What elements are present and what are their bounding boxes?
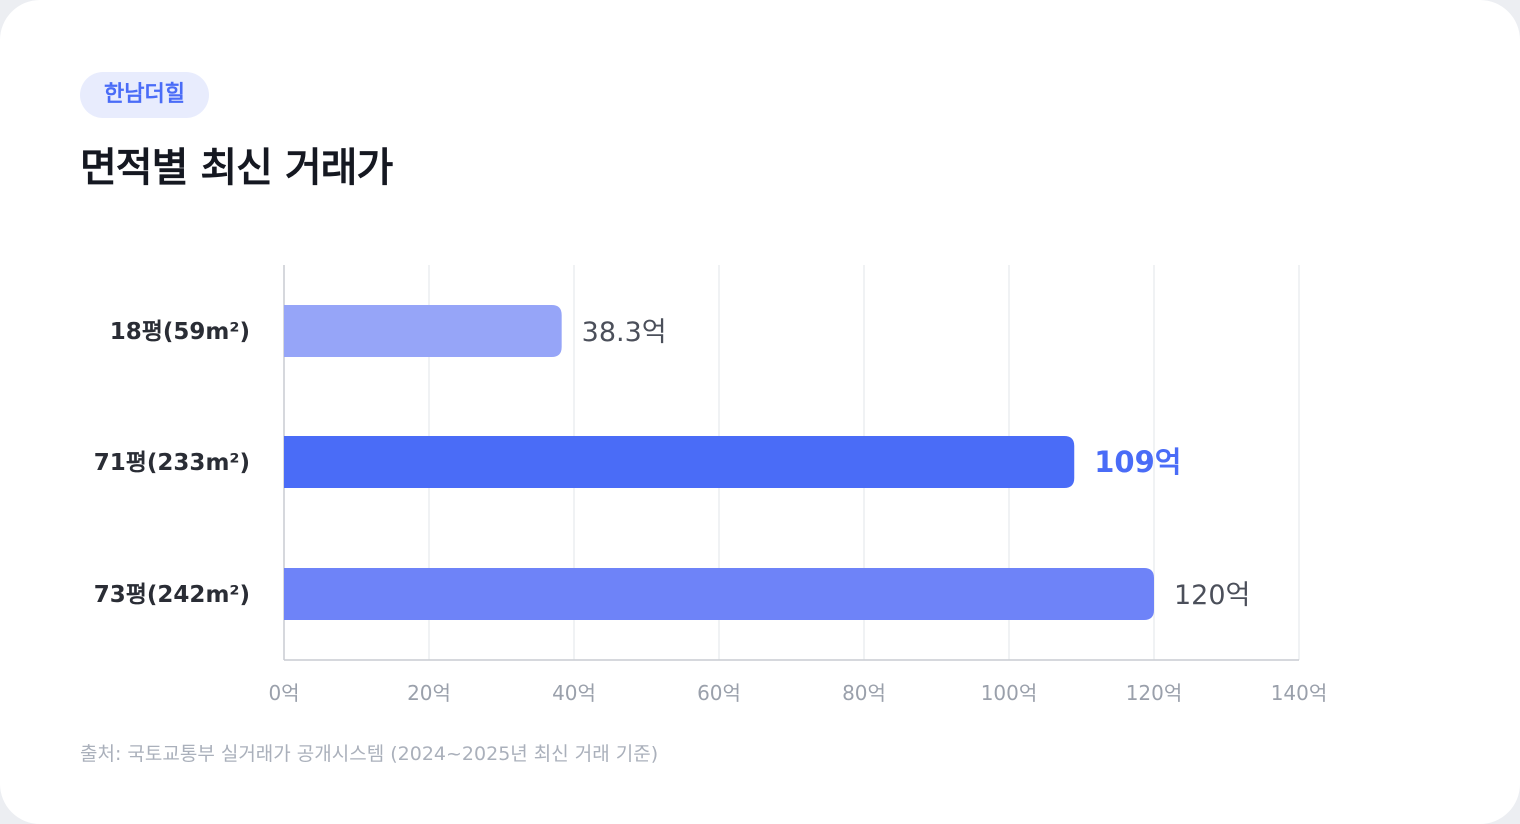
category-label: 18평(59m²) — [110, 319, 250, 345]
x-tick-label: 60억 — [697, 681, 741, 705]
bar — [284, 305, 562, 357]
source-note: 출처: 국토교통부 실거래가 공개시스템 (2024~2025년 최신 거래 기… — [80, 743, 659, 765]
x-tick-label: 100억 — [981, 681, 1038, 705]
value-label: 120억 — [1174, 580, 1250, 611]
x-tick-label: 40억 — [552, 681, 596, 705]
apartment-badge: 한남더힐 — [80, 72, 209, 118]
bar — [284, 436, 1075, 488]
x-tick-label: 140억 — [1271, 681, 1328, 705]
bar — [284, 568, 1154, 620]
category-label: 71평(233m²) — [94, 450, 250, 476]
chart-title: 면적별 최신 거래가 — [80, 145, 393, 191]
x-tick-label: 80억 — [842, 681, 886, 705]
x-tick-label: 20억 — [407, 681, 451, 705]
x-tick-label: 0억 — [268, 681, 299, 705]
value-label: 109억 — [1094, 445, 1181, 479]
category-label: 73평(242m²) — [94, 582, 250, 608]
value-label: 38.3억 — [582, 317, 667, 348]
x-tick-label: 120억 — [1126, 681, 1183, 705]
